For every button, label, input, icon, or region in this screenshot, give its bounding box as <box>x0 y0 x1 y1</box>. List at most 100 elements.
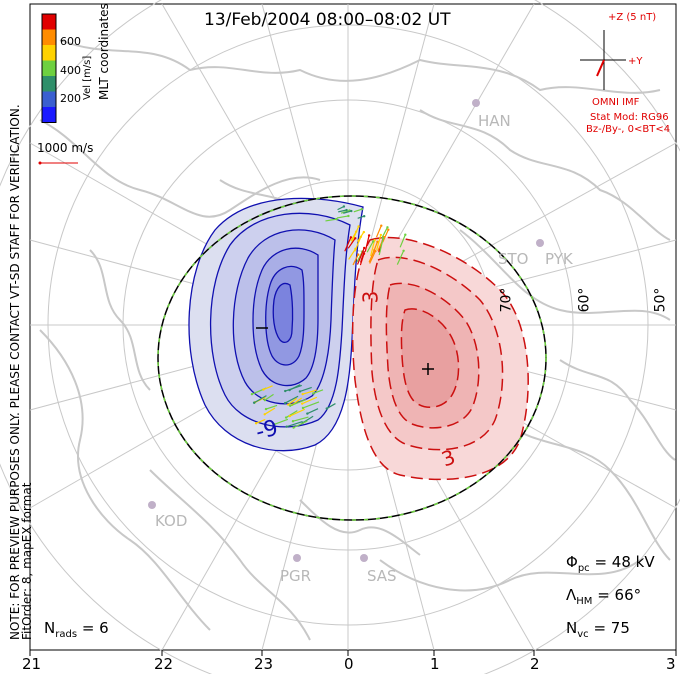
velocity-vector-origin <box>252 401 256 404</box>
station-marker-pyk <box>536 239 544 247</box>
station-label-pyk: PYK <box>545 250 573 268</box>
imf-z-label: +Z (5 nT) <box>608 12 657 23</box>
velocity-vector <box>285 384 302 392</box>
colorbar-tick-400: 400 <box>60 64 81 77</box>
velocity-vector-origin <box>357 225 360 228</box>
velocity-vector-origin <box>359 235 363 239</box>
colorbar-swatch <box>42 107 56 123</box>
radar-count: Nrads = 6 <box>44 619 109 640</box>
velocity-vector-origin <box>354 230 358 233</box>
velocity-vector <box>364 235 370 252</box>
velocity-vector <box>378 238 384 256</box>
velocity-vector-origin <box>335 217 338 221</box>
velocity-vector-origin <box>387 228 390 231</box>
mlt-label-3: 3 <box>666 655 676 673</box>
velocity-vector-origin <box>362 215 366 218</box>
velocity-vector-origin <box>301 406 305 410</box>
velocity-vector-origin <box>367 234 371 237</box>
velocity-vector <box>352 254 359 266</box>
velocity-vector-origin <box>312 392 315 395</box>
velocity-vector-origin <box>362 230 366 234</box>
colorbar-swatch <box>42 91 56 107</box>
velocity-vector <box>299 386 312 393</box>
velocity-vector-origin <box>263 413 266 416</box>
imf-vector <box>596 59 605 77</box>
velocity-vector-origin <box>379 233 383 237</box>
velocity-vector <box>307 408 319 415</box>
velocity-vector <box>264 393 274 401</box>
velocity-vector-origin <box>363 246 366 250</box>
velocity-vector-origin <box>262 388 265 391</box>
mlt-label-2: 2 <box>530 655 540 673</box>
velocity-vector <box>287 397 298 406</box>
velocity-vector-origin <box>354 237 357 240</box>
velocity-vector <box>368 249 375 263</box>
velocity-vector-origin <box>381 237 385 240</box>
velocity-vector <box>396 250 405 265</box>
velocity-vector <box>340 209 350 214</box>
mlt-label-0: 0 <box>344 655 354 673</box>
velocity-vector-origin <box>273 423 276 426</box>
station-marker-pgr <box>293 554 301 562</box>
velocity-vector <box>399 234 406 248</box>
latitude-label-70: 70° <box>498 287 515 313</box>
velocity-vector <box>370 240 376 257</box>
velocity-vector-origin <box>254 422 258 425</box>
velocity-vector <box>350 231 357 242</box>
station-marker-sas <box>360 554 368 562</box>
coordinate-system-label: MLT coordinates <box>97 3 111 100</box>
velocity-vector-origin <box>292 426 295 429</box>
velocity-vector-origin <box>362 252 366 255</box>
velocity-vector-origin <box>288 404 292 407</box>
velocity-colorbar <box>41 13 57 123</box>
mlt-label-21: 21 <box>22 655 42 673</box>
velocity-vector <box>325 218 337 222</box>
latitude-label-60: 60° <box>576 287 593 313</box>
station-markers <box>148 99 544 562</box>
statistical-model: Stat Mod: RG96 <box>590 112 669 123</box>
velocity-vector-origin <box>374 249 377 253</box>
map-title: 13/Feb/2004 08:00–08:02 UT <box>204 10 451 30</box>
velocity-vector <box>302 389 317 395</box>
velocity-vector-origin <box>347 214 350 218</box>
mlt-label-23: 23 <box>254 655 274 673</box>
velocity-vector-origin <box>298 390 302 393</box>
negative-potential-cell <box>188 197 364 452</box>
velocity-vector-origin <box>350 209 353 213</box>
velocity-vector <box>313 389 324 395</box>
velocity-vector-origin <box>300 402 304 405</box>
station-marker-kod <box>148 501 156 509</box>
velocity-vector <box>348 248 357 260</box>
mlt-label-1: 1 <box>430 655 440 673</box>
scale-vector-label: 1000 m/s <box>37 141 94 155</box>
scale-vector <box>38 161 78 165</box>
station-label-sto: STO <box>498 250 529 268</box>
velocity-vector-origin <box>402 249 405 253</box>
colorbar-tick-600: 600 <box>60 35 81 48</box>
velocity-vector <box>347 237 356 249</box>
velocity-vector <box>343 210 352 214</box>
imf-source: OMNI IMF <box>592 97 640 108</box>
velocity-vector-origin <box>342 205 346 208</box>
velocity-vector <box>301 396 318 405</box>
velocity-vectors <box>250 205 407 429</box>
station-label-han: HAN <box>478 112 511 130</box>
velocity-vector <box>369 250 376 264</box>
velocity-vector <box>376 234 382 250</box>
colorbar-swatch <box>42 29 56 45</box>
velocity-vector <box>353 208 363 213</box>
velocity-vector-origin <box>380 224 383 227</box>
station-label-pgr: PGR <box>280 567 312 585</box>
velocity-vector-origin <box>283 401 287 405</box>
colorbar-tick-200: 200 <box>60 92 81 105</box>
velocity-vector <box>302 401 320 409</box>
potential-markers <box>256 327 434 375</box>
velocity-vector-origin <box>250 392 254 396</box>
velocity-vector <box>359 253 365 266</box>
velocity-vector <box>375 225 382 238</box>
colorbar-swatch <box>42 60 56 76</box>
velocity-vector <box>284 395 299 404</box>
velocity-vector-origin <box>354 247 357 250</box>
velocity-vector-origin <box>345 208 348 212</box>
